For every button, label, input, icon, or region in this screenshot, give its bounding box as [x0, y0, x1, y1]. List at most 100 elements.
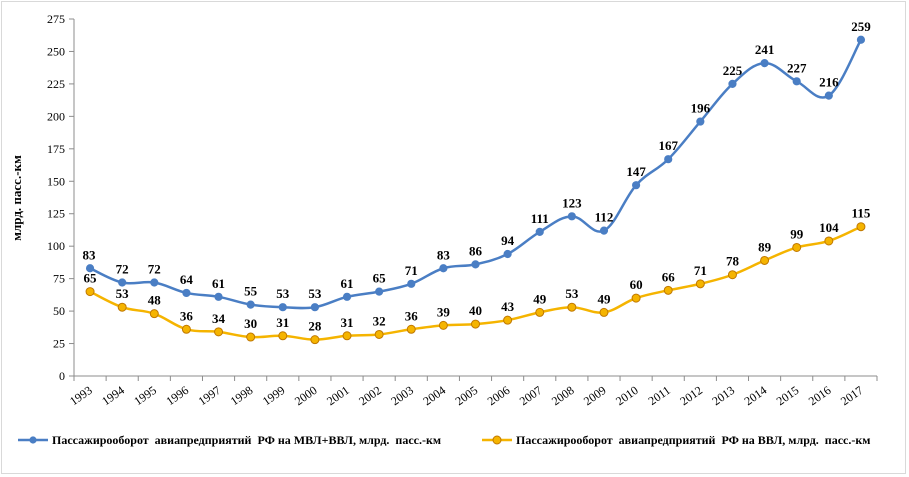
data-label-series-2: 36	[180, 308, 194, 323]
data-label-series-1: 147	[626, 164, 646, 179]
data-label-series-1: 196	[691, 101, 711, 116]
x-tick-label: 1996	[163, 383, 191, 408]
y-tick-label: 150	[47, 174, 65, 188]
series-2-point	[792, 242, 802, 252]
series-2-point	[824, 236, 834, 246]
legend-swatch-marker-1	[29, 436, 37, 444]
x-tick-label: 2011	[646, 383, 673, 408]
data-label-series-1: 72	[116, 262, 129, 277]
y-tick-label: 50	[53, 304, 65, 318]
data-label-series-2: 28	[308, 319, 322, 334]
data-label-series-1: 53	[276, 286, 290, 301]
x-tick-label: 2003	[388, 383, 416, 408]
x-tick-label: 2014	[742, 383, 770, 408]
series-2-point	[727, 270, 737, 280]
data-labels: 83 72 72 64 61 55 53 53 61 65 71 83 86 94 111 123 112 147…	[83, 19, 872, 334]
series-2-point	[214, 327, 224, 337]
data-label-series-1: 225	[723, 63, 743, 78]
data-label-series-2: 31	[276, 315, 289, 330]
data-label-series-2: 115	[852, 206, 871, 221]
y-tick-label: 250	[47, 44, 65, 58]
data-label-series-1: 94	[501, 233, 515, 248]
data-label-series-2: 31	[341, 315, 354, 330]
x-tick-label: 2005	[453, 383, 481, 408]
series-2-point	[567, 302, 577, 312]
series-1-point	[664, 155, 673, 164]
data-label-series-2: 60	[630, 277, 643, 292]
series-2-point	[310, 335, 320, 345]
series-2-point	[181, 324, 191, 334]
data-label-series-2: 65	[84, 271, 98, 286]
data-label-series-1: 55	[244, 284, 258, 299]
x-tick-label: 2002	[356, 383, 384, 408]
y-tick-label: 175	[47, 142, 65, 156]
data-label-series-2: 78	[726, 254, 740, 269]
data-label-series-1: 71	[405, 263, 418, 278]
series-1-point	[278, 303, 287, 312]
series-1-point	[310, 303, 319, 312]
series-1-point	[567, 212, 576, 221]
data-label-series-1: 259	[851, 19, 871, 34]
x-tick-label: 2016	[806, 383, 834, 408]
x-tick-label: 2007	[517, 383, 545, 408]
series-1-point	[182, 288, 191, 298]
legend-label-1: Пассажирооборот авиапредприятий РФ на МВ…	[52, 433, 441, 447]
x-tick-label: 2017	[838, 383, 866, 408]
y-axis-title: млрд. пасс.-км	[9, 155, 24, 241]
series-1-point	[150, 278, 159, 287]
series-1-point	[728, 79, 737, 89]
series-2-point	[856, 222, 866, 232]
series-2-point	[342, 331, 352, 341]
x-tick-label: 2006	[485, 383, 513, 408]
series-1-point	[760, 59, 769, 68]
series-1-point	[632, 181, 641, 190]
data-label-series-2: 49	[597, 291, 611, 306]
x-tick-label: 1999	[260, 383, 288, 408]
y-tick-label: 125	[47, 207, 65, 221]
series-2-point	[631, 293, 641, 303]
x-tick-label: 2012	[677, 383, 705, 408]
data-label-series-2: 34	[212, 311, 226, 326]
legend-label-2: Пассажирооборот авиапредприятий РФ на ВВ…	[516, 433, 870, 447]
legend-swatch-marker-2	[492, 435, 502, 445]
x-tick-label: 2009	[581, 383, 609, 408]
data-label-series-1: 61	[212, 276, 225, 291]
series-2-point	[471, 319, 480, 329]
x-tick-label: 2001	[324, 383, 352, 408]
series-2-point	[663, 285, 673, 295]
data-label-series-2: 36	[405, 308, 419, 323]
y-tick-label: 275	[47, 12, 65, 26]
series-2-point	[246, 332, 256, 342]
data-label-series-1: 65	[373, 271, 387, 286]
series-2-point	[503, 315, 513, 325]
x-tick-label: 1995	[131, 383, 159, 408]
series-1-point	[599, 226, 609, 235]
series-2-point	[438, 320, 448, 330]
x-tick-label: 1997	[196, 383, 224, 408]
series-1-point	[214, 292, 223, 301]
data-label-series-1: 241	[755, 42, 775, 57]
data-label-series-1: 53	[308, 286, 322, 301]
y-axis-title-group: млрд. пасс.-км	[9, 155, 24, 241]
series-1-point	[118, 278, 127, 287]
data-label-series-1: 227	[787, 60, 807, 75]
series-1-point	[824, 91, 833, 100]
series-1-point	[792, 77, 801, 86]
data-label-series-1: 111	[531, 211, 549, 226]
data-label-series-2: 89	[758, 239, 772, 254]
x-tick-label: 2000	[292, 383, 320, 408]
data-label-series-2: 30	[244, 316, 257, 331]
data-label-series-1: 61	[341, 276, 354, 291]
series-layer	[85, 35, 866, 345]
series-2-point	[760, 255, 770, 265]
series-2-point	[406, 324, 416, 334]
data-label-series-1: 86	[469, 243, 483, 258]
data-label-series-2: 53	[116, 286, 130, 301]
data-label-series-2: 32	[373, 313, 386, 328]
x-tick-label: 1994	[99, 383, 127, 408]
data-label-series-2: 39	[437, 304, 451, 319]
data-label-series-2: 53	[565, 286, 579, 301]
y-tick-label: 0	[59, 369, 65, 383]
data-label-series-1: 216	[819, 75, 839, 90]
